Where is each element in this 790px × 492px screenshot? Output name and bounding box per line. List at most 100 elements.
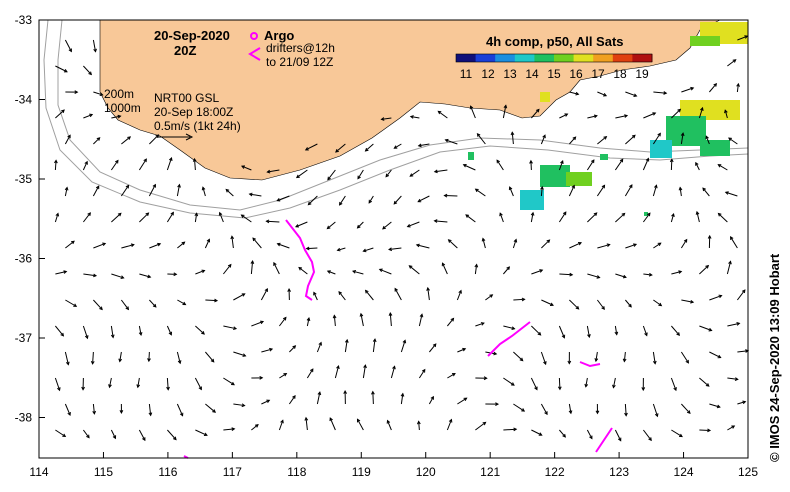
current-arrow <box>671 429 683 438</box>
current-arrow <box>378 268 392 275</box>
current-arrow <box>569 136 577 145</box>
current-arrow <box>567 351 572 365</box>
current-arrow <box>443 193 458 198</box>
current-arrow <box>699 428 712 433</box>
current-arrow <box>380 117 392 121</box>
map-hour: 20Z <box>174 43 196 58</box>
current-arrow <box>426 286 430 301</box>
current-arrow <box>289 345 297 353</box>
current-arrow <box>612 377 616 389</box>
current-arrow <box>205 351 215 363</box>
current-arrow <box>737 400 747 405</box>
current-arrow <box>251 375 264 380</box>
current-arrow <box>382 221 392 230</box>
current-arrow <box>695 210 700 223</box>
current-arrow <box>709 403 721 409</box>
colorbar-swatch <box>573 54 594 62</box>
current-arrow <box>597 91 608 97</box>
colorbar-swatch <box>514 54 535 62</box>
current-arrow <box>83 113 94 119</box>
current-arrow <box>205 298 219 303</box>
colorbar-tick-label: 12 <box>481 67 495 81</box>
current-arrow <box>121 136 132 145</box>
map-date: 20-Sep-2020 <box>154 28 230 43</box>
current-arrow <box>670 212 675 223</box>
current-arrow <box>726 260 732 275</box>
current-arrow <box>241 165 252 171</box>
current-arrow <box>111 114 122 119</box>
colorbar-swatch <box>612 54 633 62</box>
lon-tick-label: 124 <box>674 465 694 479</box>
sst-colorbar <box>455 53 653 63</box>
current-arrow <box>225 188 234 197</box>
lon-tick-label: 119 <box>352 465 371 479</box>
colorbar-tick-label: 13 <box>503 67 517 81</box>
contour-200m <box>57 19 749 211</box>
current-arrow <box>364 143 374 152</box>
current-arrow <box>201 186 206 197</box>
current-arrow <box>223 377 235 386</box>
current-arrow <box>475 376 488 381</box>
current-arrow <box>614 325 619 336</box>
current-arrow <box>148 183 156 197</box>
current-arrow <box>428 343 437 353</box>
current-arrow <box>139 273 152 279</box>
current-arrow <box>531 269 544 275</box>
current-arrow <box>615 114 629 119</box>
current-arrow <box>276 242 290 249</box>
current-arrow <box>433 169 448 174</box>
current-arrow <box>568 184 575 197</box>
current-arrow <box>176 403 184 417</box>
current-arrow <box>643 112 657 119</box>
current-arrow <box>699 264 710 275</box>
current-arrow <box>569 299 580 310</box>
current-arrow <box>475 421 487 431</box>
colorbar-tick-label: 14 <box>525 67 539 81</box>
current-arrow <box>54 159 58 171</box>
current-arrow <box>513 351 524 362</box>
current-arrow <box>65 299 78 307</box>
drifter-symbol <box>248 47 261 61</box>
current-arrow <box>82 325 89 340</box>
current-arrow <box>587 114 598 119</box>
current-arrow <box>306 368 314 379</box>
current-arrow <box>65 90 79 94</box>
current-arrow <box>416 420 421 431</box>
current-arrow <box>343 389 348 405</box>
current-arrow <box>195 269 206 275</box>
drifter-time-label: to 21/09 12Z <box>266 55 333 69</box>
current-arrow <box>233 403 246 408</box>
current-arrow <box>223 427 236 432</box>
current-arrow <box>120 184 130 197</box>
contour-1000m <box>43 19 749 219</box>
current-arrow <box>166 211 174 223</box>
current-arrow <box>364 289 374 301</box>
lon-tick-label: 120 <box>416 465 436 479</box>
current-arrow <box>251 424 259 431</box>
current-arrow <box>680 132 685 145</box>
current-arrow <box>705 135 710 145</box>
current-arrow <box>447 372 456 379</box>
current-arrow <box>55 65 68 73</box>
current-arrow <box>295 169 308 179</box>
current-arrow <box>485 402 500 406</box>
current-arrow <box>652 403 659 418</box>
current-arrow <box>138 325 143 337</box>
current-arrow <box>386 419 392 431</box>
current-arrow <box>110 325 115 339</box>
current-arrow <box>149 299 157 308</box>
current-arrow <box>724 109 728 119</box>
current-arrow <box>709 82 718 93</box>
current-arrow <box>177 241 186 249</box>
current-arrow <box>615 273 627 279</box>
current-arrow <box>428 395 434 405</box>
current-arrow <box>586 429 593 440</box>
current-arrow <box>93 299 103 311</box>
current-arrow <box>54 212 60 223</box>
current-arrow <box>614 429 622 442</box>
current-arrow <box>110 159 119 171</box>
current-arrow <box>306 317 311 327</box>
current-arrow <box>326 221 336 230</box>
current-arrow <box>476 132 486 145</box>
current-arrow <box>148 403 153 417</box>
